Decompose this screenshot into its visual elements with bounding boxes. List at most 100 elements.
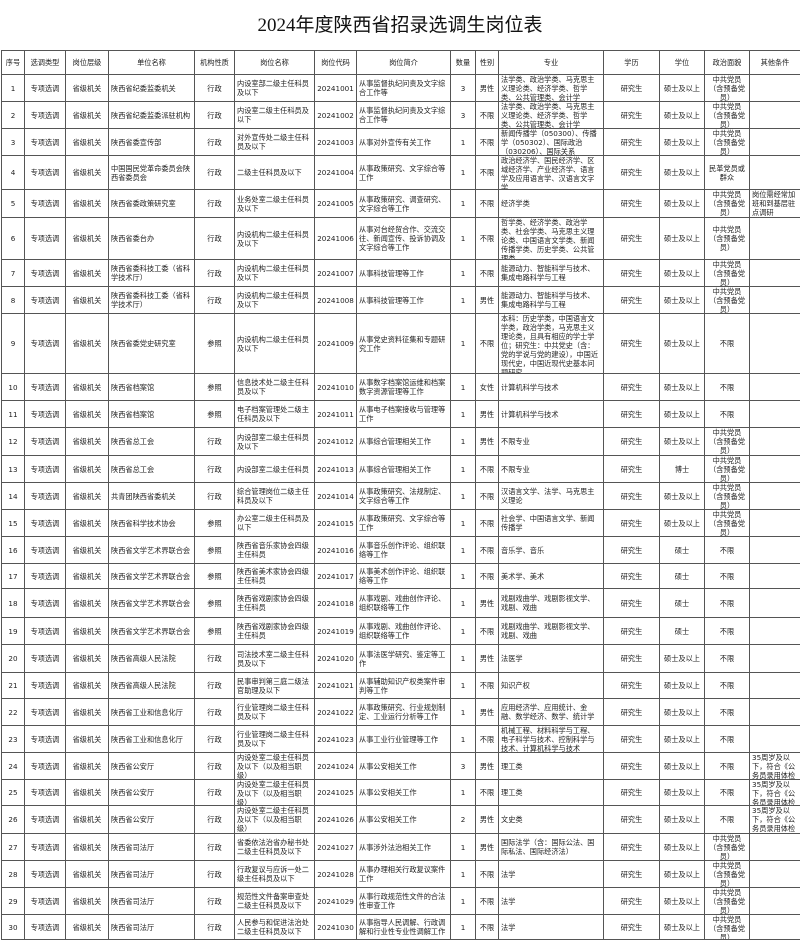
cell-seq: 5 [1, 189, 25, 218]
gender-text: 不限 [479, 339, 495, 348]
cell-type: 专项选调 [24, 779, 66, 806]
cell-nature: 行政 [194, 860, 235, 888]
degree-text: 硕士及以上 [664, 788, 700, 797]
cell-gender: 不限 [475, 189, 499, 218]
political-text: 不限 [719, 382, 735, 392]
intro-text: 从事综合管理相关工作 [359, 464, 431, 474]
education-text: 研究生 [620, 234, 643, 243]
cell-education: 研究生 [603, 887, 660, 915]
header-degree: 学位 [659, 50, 705, 75]
level-text: 省级机关 [72, 382, 102, 392]
table-row: 29 专项选调 省级机关 陕西省司法厅 行政 规范性文件备案审查处二级主任科员及以下 202… [1, 887, 800, 915]
position-text: 内设处室二级主任科员及以下（以及相当职级） [237, 806, 309, 833]
cell-position: 行政复议与应诉一处二级主任科员及以下 [234, 860, 315, 888]
level-text: 省级机关 [72, 869, 102, 879]
nature-text: 行政 [207, 437, 222, 446]
cell-unit: 陕西省公安厅 [108, 805, 195, 834]
cell-position: 内设处室二级主任科员及以下（以及相当职级） [234, 805, 315, 834]
cell-degree: 硕士 [659, 536, 705, 564]
unit-text: 陕西省委科技工委（省科学技术厅） [111, 264, 191, 282]
cell-position: 二级主任科员及以下 [234, 155, 315, 190]
cell-seq: 8 [1, 286, 25, 314]
cell-position: 内设部室二级主任科员 [234, 455, 315, 483]
political-text: 不限 [719, 626, 735, 636]
cell-other [749, 482, 800, 510]
cell-political: 中共党员（含预备党员） [704, 914, 750, 940]
type-text: 专项选调 [30, 815, 60, 824]
header-code: 岗位代码 [314, 50, 357, 75]
cell-political: 不限 [704, 698, 750, 726]
cell-degree: 硕士及以上 [659, 805, 705, 834]
cell-intro: 从事政策研究、法规制定、文字综合等工作 [356, 482, 451, 510]
cell-gender: 不限 [475, 887, 499, 915]
cell-intro: 从事办理相关行政复议案件工作 [356, 860, 451, 888]
cell-count: 1 [450, 427, 476, 456]
cell-political: 不限 [704, 779, 750, 806]
type-text: 专项选调 [30, 199, 60, 208]
cell-position: 陕西省戏剧家协会四级主任科员 [234, 617, 315, 645]
cell-major: 能源动力、智能科学与技术、集成电路科学与工程 [498, 259, 604, 287]
type-text: 专项选调 [30, 110, 60, 120]
cell-intro: 从事综合管理相关工作 [356, 427, 451, 456]
cell-intro: 从事公安相关工作 [356, 779, 451, 806]
cell-count: 3 [450, 101, 476, 129]
cell-seq: 23 [1, 725, 25, 753]
cell-gender: 男性 [475, 74, 499, 102]
cell-position: 内设机构二级主任科员及以下 [234, 313, 315, 374]
cell-count: 1 [450, 373, 476, 401]
table-row: 27 专项选调 省级机关 陕西省司法厅 行政 省委依法治省办秘书处二级主任科员及以下 202… [1, 833, 800, 861]
intro-text: 从事涉外法治相关工作 [359, 842, 431, 852]
cell-other [749, 617, 800, 645]
cell-type: 专项选调 [24, 588, 66, 618]
cell-nature: 行政 [194, 644, 235, 673]
cell-other [749, 373, 800, 401]
cell-seq: 6 [1, 217, 25, 260]
cell-count: 1 [450, 698, 476, 726]
cell-level: 省级机关 [65, 779, 109, 806]
code-text: 20241017 [317, 571, 354, 581]
major-text: 文史类 [501, 815, 523, 824]
cell-unit: 陕西省高级人民法院 [108, 672, 195, 699]
cell-other [749, 536, 800, 564]
cell-other [749, 860, 800, 888]
degree-text: 硕士 [674, 571, 690, 581]
code-text: 20241006 [317, 234, 354, 243]
code-text: 20241009 [317, 339, 354, 348]
cell-major: 知识产权 [498, 672, 604, 699]
political-text: 中共党员（含预备党员） [709, 510, 745, 536]
code-text: 20241007 [317, 268, 354, 278]
nature-text: 行政 [207, 110, 222, 120]
education-text: 研究生 [620, 761, 643, 771]
unit-text: 陕西省司法厅 [111, 922, 155, 932]
gender-text: 男性 [479, 654, 495, 663]
nature-text: 行政 [207, 896, 222, 906]
cell-position: 陕西省音乐家协会四级主任科员 [234, 536, 315, 564]
table-row: 21 专项选调 省级机关 陕西省高级人民法院 行政 民事审判第三庭二级法官助理及以下 202… [1, 672, 800, 699]
cell-level: 省级机关 [65, 217, 109, 260]
code-text: 20241030 [317, 922, 354, 932]
cell-type: 专项选调 [24, 74, 66, 102]
political-text: 中共党员（含预备党员） [709, 75, 745, 101]
cell-political: 中共党员（含预备党员） [704, 455, 750, 483]
degree-text: 硕士及以上 [664, 869, 700, 879]
degree-text: 硕士及以上 [664, 681, 700, 690]
cell-nature: 行政 [194, 189, 235, 218]
level-text: 省级机关 [72, 268, 102, 278]
table-row: 15 专项选调 省级机关 陕西省科学技术协会 参照 办公室二级主任科员及以下 2024101… [1, 509, 800, 537]
header-political: 政治面貌 [704, 50, 750, 75]
cell-other [749, 698, 800, 726]
intro-text: 从事政策研究、法规制定、文字综合等工作 [359, 487, 446, 505]
cell-degree: 硕士及以上 [659, 887, 705, 915]
nature-text: 行政 [207, 922, 222, 932]
count-text: 1 [460, 842, 466, 852]
table-row: 11 专项选调 省级机关 陕西省档案馆 参照 电子档案管理处二级主任科员及以下 202410… [1, 400, 800, 428]
cell-education: 研究生 [603, 509, 660, 537]
level-text: 省级机关 [72, 815, 102, 824]
table-row: 28 专项选调 省级机关 陕西省司法厅 行政 行政复议与应诉一处二级主任科员及以下 2024… [1, 860, 800, 888]
education-text: 研究生 [620, 545, 643, 555]
education-text: 研究生 [620, 409, 643, 419]
cell-political: 中共党员（含预备党员） [704, 509, 750, 537]
cell-education: 研究生 [603, 725, 660, 753]
cell-position: 省委依法治省办秘书处二级主任科员及以下 [234, 833, 315, 861]
cell-level: 省级机关 [65, 914, 109, 940]
